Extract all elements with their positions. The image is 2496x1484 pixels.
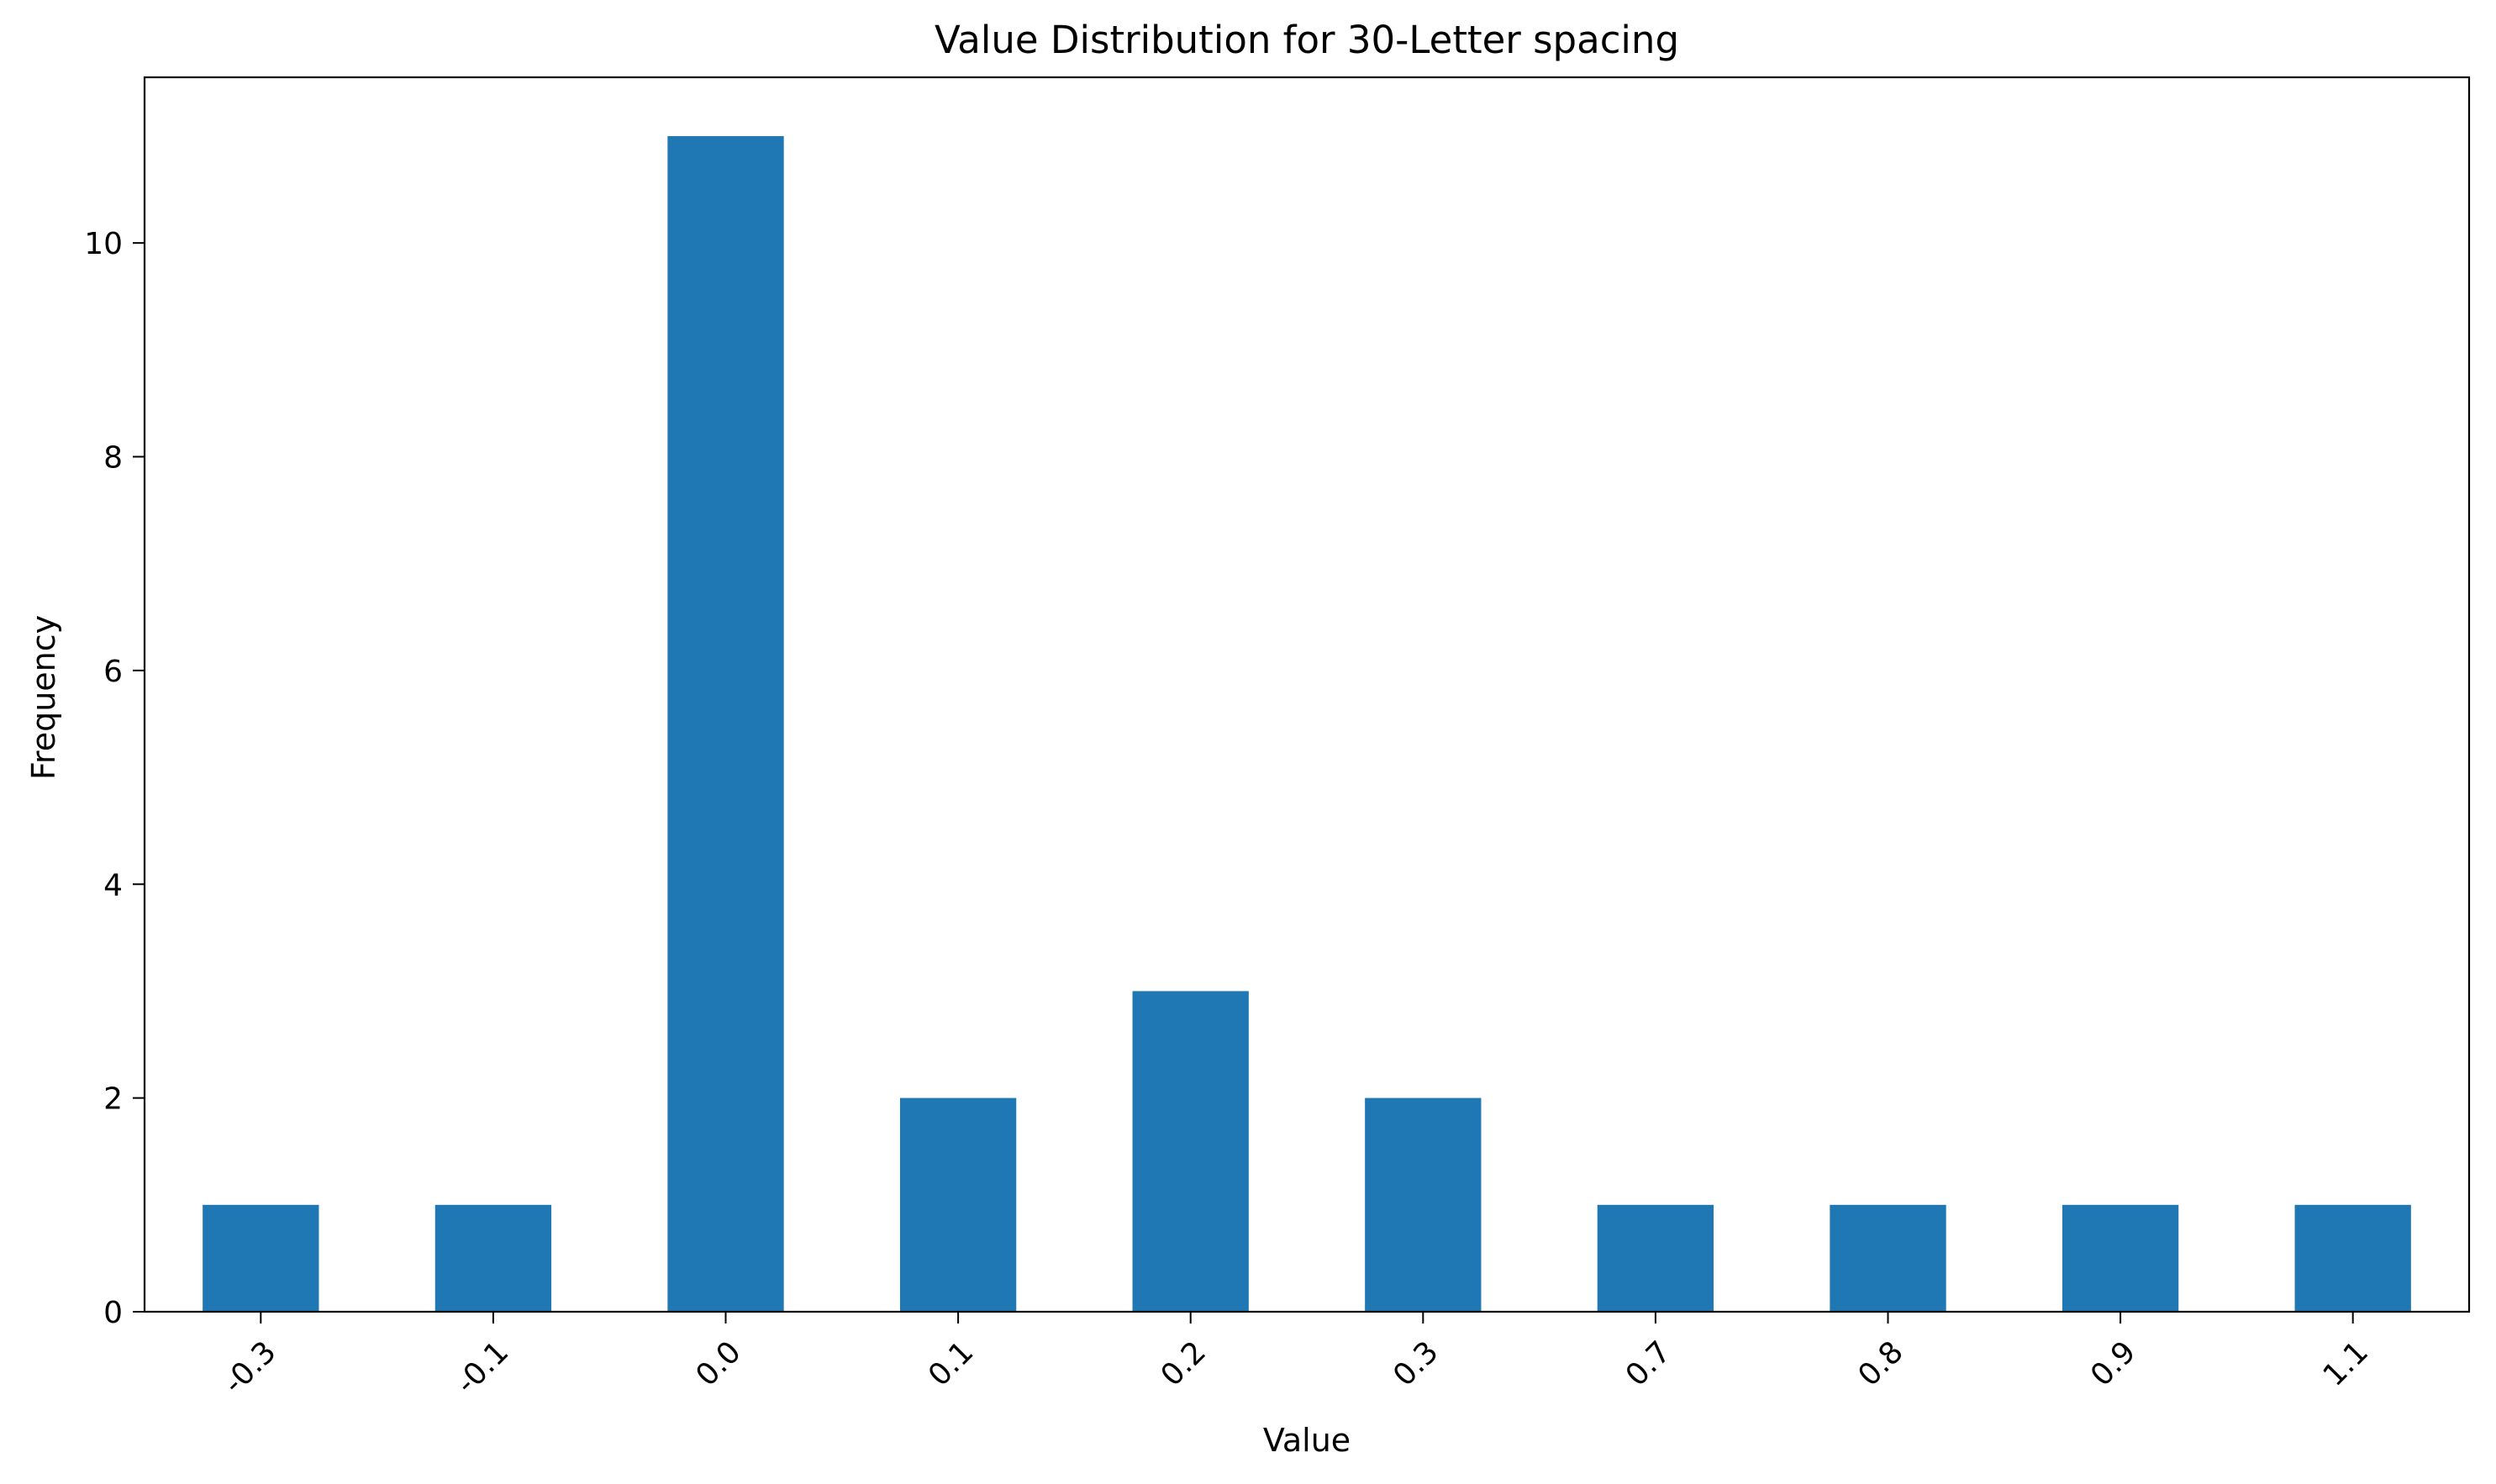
bar-0.0 bbox=[667, 135, 784, 1312]
bar-0.7 bbox=[1597, 1204, 1714, 1312]
y-tick-label: 2 bbox=[103, 1082, 123, 1117]
bar-0.8 bbox=[1830, 1204, 1946, 1312]
y-tick-label: 6 bbox=[103, 655, 123, 689]
bar-0.2 bbox=[1132, 991, 1249, 1312]
bars bbox=[203, 135, 2411, 1312]
bar--0.1 bbox=[434, 1204, 552, 1312]
y-tick-label: 4 bbox=[103, 868, 123, 903]
bar-0.3 bbox=[1365, 1097, 1482, 1312]
y-tick-label: 8 bbox=[103, 441, 123, 476]
y-axis-label: Frequency bbox=[25, 615, 62, 780]
chart-title: Value Distribution for 30-Letter spacing bbox=[935, 18, 1679, 62]
plot-frame bbox=[143, 76, 2471, 1313]
y-tick-label: 0 bbox=[103, 1296, 123, 1330]
y-tick-label: 10 bbox=[84, 227, 123, 261]
bar-0.1 bbox=[899, 1097, 1017, 1312]
x-axis-label: Value bbox=[1263, 1422, 1351, 1459]
bar-1.1 bbox=[2294, 1204, 2411, 1312]
y-axis-ticks: 0 2 4 6 8 10 bbox=[84, 227, 145, 1330]
bar-0.9 bbox=[2062, 1204, 2179, 1312]
bar--0.3 bbox=[203, 1204, 319, 1312]
